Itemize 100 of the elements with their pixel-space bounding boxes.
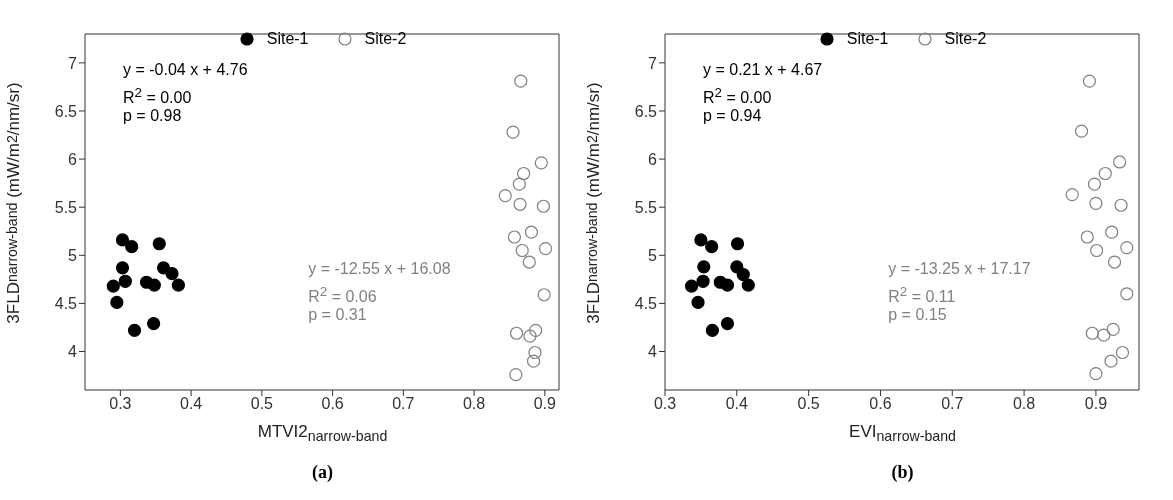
x-tick-label: 0.4 <box>725 395 749 413</box>
point <box>526 354 541 368</box>
point <box>515 243 529 258</box>
point <box>720 317 735 331</box>
y-tick-label: 5 <box>648 246 658 264</box>
point <box>171 278 185 292</box>
point <box>537 288 551 302</box>
text: (b) <box>890 462 915 483</box>
point <box>730 237 745 251</box>
point <box>697 260 711 274</box>
point <box>1065 188 1079 202</box>
point <box>165 266 179 281</box>
x-tick-label: 0.8 <box>1012 395 1036 413</box>
point <box>1105 225 1119 239</box>
point <box>152 237 166 251</box>
point <box>118 274 132 288</box>
y-tick-label: 6 <box>648 150 658 168</box>
annotation: y = -13.25 x + 17.17 <box>888 258 1031 279</box>
y-tick-label: 5.5 <box>54 198 78 216</box>
annotation: p = 0.98 <box>123 106 182 126</box>
annotation: p = 0.94 <box>703 106 762 126</box>
text: (a) <box>311 462 334 483</box>
x-tick-label: 0.5 <box>250 395 274 413</box>
legend-label: Site-2 <box>944 30 987 48</box>
point <box>115 261 130 275</box>
x-tick-label: 0.7 <box>941 395 964 413</box>
point <box>509 368 523 382</box>
point <box>147 278 161 292</box>
point <box>534 156 548 170</box>
point <box>517 166 531 181</box>
point <box>147 317 161 331</box>
x-axis-title: MTVI2$_{narrow-band}$ <box>256 422 389 445</box>
point <box>1120 241 1134 255</box>
x-axis-title: EVI$_{narrow-band}$ <box>848 422 957 445</box>
y-tick-label: 6 <box>68 150 78 168</box>
point <box>536 199 551 213</box>
annotation: y = -12.55 x + 16.08 <box>308 258 451 279</box>
point <box>529 323 543 337</box>
point <box>1087 177 1102 191</box>
point <box>1113 155 1127 169</box>
point <box>1104 354 1118 368</box>
point <box>498 189 512 203</box>
point <box>1107 255 1122 269</box>
point <box>106 279 120 293</box>
annotation: y = 0.21 x + 4.67 <box>703 60 823 80</box>
point <box>1106 322 1120 336</box>
x-tick-label: 0.6 <box>321 395 344 413</box>
point <box>1085 326 1099 340</box>
point <box>684 279 699 293</box>
point <box>1089 196 1103 210</box>
point <box>691 295 705 310</box>
x-tick-label: 0.9 <box>1084 395 1108 413</box>
point <box>1074 124 1089 138</box>
y-tick-label: 4 <box>68 343 78 361</box>
y-tick-label: 4.5 <box>54 295 78 313</box>
y-tick-label: 6.5 <box>54 102 78 120</box>
x-tick-label: 0.3 <box>109 395 132 413</box>
point <box>1082 74 1097 88</box>
point <box>1098 166 1112 181</box>
y-tick-label: 4.5 <box>634 295 658 313</box>
point <box>736 267 750 282</box>
point <box>538 241 553 256</box>
point <box>1080 230 1094 244</box>
point <box>705 240 719 254</box>
point <box>696 274 710 288</box>
point <box>528 345 542 360</box>
point <box>1115 345 1130 360</box>
point <box>110 295 124 310</box>
y-tick-label: 5 <box>68 246 78 264</box>
x-tick-label: 0.4 <box>179 395 203 413</box>
legend-label: Site-1 <box>846 30 889 48</box>
legend-label: Site-1 <box>266 30 309 48</box>
point <box>522 255 536 269</box>
point <box>127 323 142 337</box>
point <box>1120 287 1134 301</box>
x-tick-label: 0.7 <box>392 395 415 413</box>
point <box>720 278 735 292</box>
x-tick-label: 0.6 <box>869 395 892 413</box>
point <box>1090 243 1104 258</box>
point <box>513 197 527 211</box>
annotation: R$^{2}$ = 0.00 <box>703 84 772 109</box>
point <box>509 326 524 340</box>
point <box>1097 328 1111 342</box>
point <box>125 240 139 254</box>
point <box>694 233 708 247</box>
point <box>507 230 522 244</box>
annotation: R$^{2}$ = 0.00 <box>123 84 192 109</box>
point <box>741 278 755 292</box>
x-tick-label: 0.3 <box>653 395 677 413</box>
point <box>506 125 520 139</box>
legend-label: Site-2 <box>364 30 407 48</box>
annotation: y = -0.04 x + 4.76 <box>123 60 248 80</box>
y-tick-label: 6.5 <box>634 102 658 120</box>
point <box>115 233 130 247</box>
y-tick-label: 5.5 <box>634 198 658 216</box>
y-tick-label: 4 <box>648 343 658 361</box>
point <box>1089 367 1103 381</box>
x-tick-label: 0.5 <box>797 395 820 413</box>
x-tick-label: 0.9 <box>533 395 557 413</box>
y-tick-label: 7 <box>68 54 78 72</box>
